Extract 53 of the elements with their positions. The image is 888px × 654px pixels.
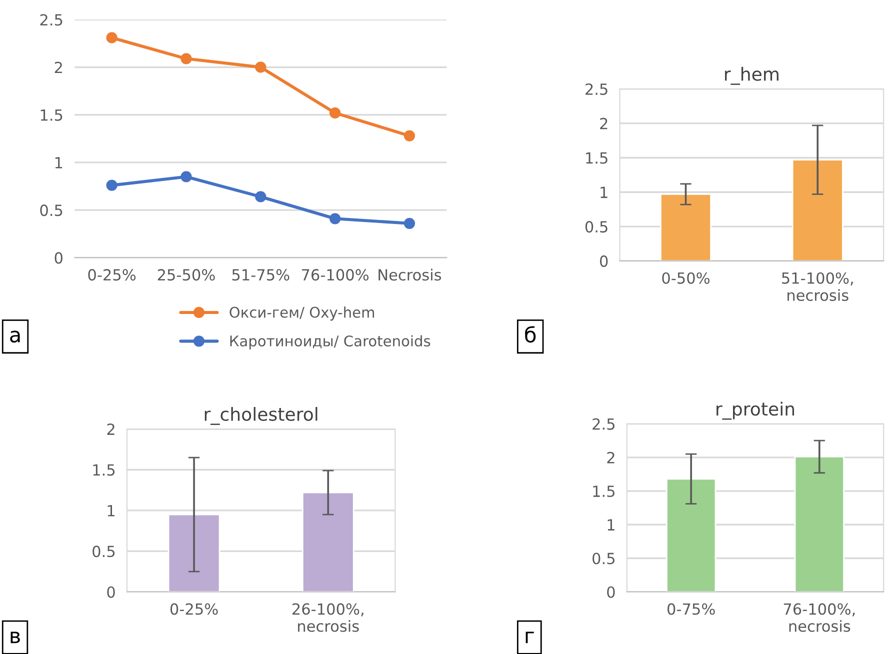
legend-label: Окси-гем/ Oxy-hem — [230, 306, 374, 321]
x-tick-label: 51-100%, necrosis — [782, 272, 853, 301]
x-tick-label: 0-25% — [88, 269, 136, 281]
y-tick-label: 1.5 — [40, 110, 62, 121]
text: в — [10, 632, 20, 644]
x-tick-label: 0-50% — [662, 272, 710, 284]
y-tick-label: 1.5 — [586, 152, 608, 164]
y-tick-label: 1 — [608, 519, 614, 530]
y-tick-label: 1 — [108, 505, 114, 516]
y-tick-label: 0 — [107, 586, 115, 598]
point — [404, 218, 416, 229]
y-tick-label: 0.5 — [40, 204, 62, 216]
y-tick-label: 2 — [107, 423, 114, 435]
text: б — [525, 326, 536, 343]
y-tick-label: 1 — [55, 157, 62, 168]
y-tick-label: 2.5 — [586, 83, 608, 95]
y-tick-label: 0 — [600, 255, 608, 267]
x-tick-label: 76-100%, necrosis — [784, 603, 855, 632]
text: г — [526, 632, 534, 644]
x-tick-label: Necrosis — [378, 268, 442, 281]
y-tick-label: 2 — [54, 62, 62, 74]
x-tick-label: 51-75% — [232, 269, 290, 281]
point — [255, 191, 266, 202]
point — [180, 53, 192, 64]
x-tick-label: 76-100% — [302, 269, 369, 281]
legend-label: Каротиноиды/ Carotenoids — [230, 335, 430, 350]
y-tick-label: 1.5 — [593, 486, 614, 498]
chart-title: r_protein — [716, 402, 794, 420]
x-tick-label: 25-50% — [158, 269, 215, 281]
point — [404, 130, 416, 142]
y-tick-label: 2 — [607, 452, 614, 464]
point — [180, 171, 192, 182]
y-tick-label: 0 — [54, 252, 62, 264]
x-tick-label: 26-100%, necrosis — [292, 603, 364, 632]
y-tick-label: 0.5 — [585, 221, 608, 233]
x-tick-label: 0-75% — [668, 603, 715, 615]
point — [106, 32, 118, 44]
y-tick-label: 0.5 — [592, 552, 614, 564]
point — [106, 180, 118, 191]
point — [329, 213, 341, 224]
x-tick-label: 0-25% — [170, 603, 218, 615]
y-tick-label: 2 — [600, 118, 608, 130]
chart-title: r_cholesterol — [204, 406, 318, 425]
y-tick-label: 1.5 — [93, 464, 115, 476]
point — [255, 62, 266, 73]
y-tick-label: 1 — [600, 186, 608, 198]
text: а — [10, 330, 20, 343]
y-tick-label: 0.5 — [92, 546, 115, 558]
point — [329, 107, 341, 118]
y-tick-label: 2.5 — [40, 14, 62, 26]
y-tick-label: 2.5 — [592, 418, 614, 430]
chart-title: r_hem — [725, 66, 778, 85]
y-tick-label: 0 — [607, 586, 615, 598]
